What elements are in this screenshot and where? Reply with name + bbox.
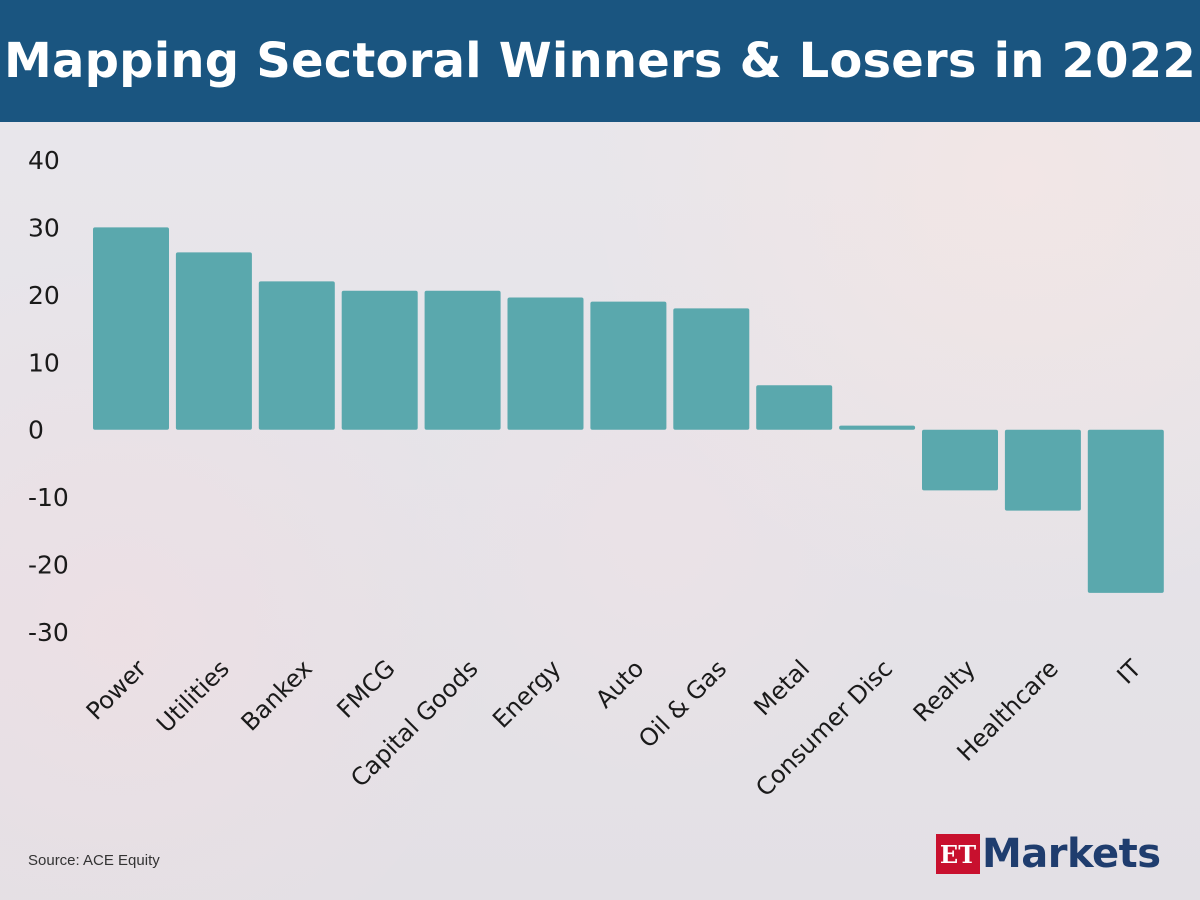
et-markets-logo: ET Markets: [936, 831, 1161, 877]
bar: [590, 301, 667, 430]
y-tick-label: -20: [28, 551, 69, 580]
y-tick-label: -10: [28, 483, 69, 512]
x-tick-label: Metal: [749, 654, 816, 721]
y-tick-label: 10: [28, 348, 60, 377]
y-tick-label: 30: [28, 213, 60, 242]
x-tick-label: Oil & Gas: [633, 654, 732, 753]
source-note: Source: ACE Equity: [28, 852, 160, 869]
x-tick-label: Utilities: [151, 654, 235, 738]
y-tick-label: 40: [28, 146, 60, 175]
bar: [93, 227, 169, 430]
y-tick-label: -30: [28, 618, 69, 647]
x-tick-label: Realty: [908, 654, 981, 727]
x-tick-label: Energy: [487, 654, 566, 733]
x-tick-label: Auto: [590, 654, 649, 713]
bar: [756, 385, 833, 430]
y-tick-label: 20: [28, 281, 60, 310]
bar: [341, 290, 418, 430]
bar: [839, 425, 916, 430]
x-tick-label: Power: [81, 654, 152, 725]
bar: [424, 290, 501, 430]
bar-chart: 40 30 20 10 0 -10 -20 -30 Power Utilities Bankex FM…: [28, 146, 1164, 802]
bar: [1087, 429, 1164, 593]
bar: [922, 429, 998, 491]
chart-title: Mapping Sectoral Winners & Losers in 202…: [4, 33, 1196, 89]
markets-wordmark: Markets: [982, 831, 1161, 877]
y-tick-label: 0: [28, 416, 44, 445]
et-logo-mark: ET: [936, 834, 980, 874]
bar: [673, 308, 750, 430]
x-tick-label: Bankex: [236, 654, 318, 736]
bar: [258, 281, 335, 430]
bar: [175, 252, 252, 430]
bar: [507, 297, 584, 430]
bar: [1004, 429, 1081, 511]
x-tick-label: FMCG: [331, 654, 400, 723]
header-banner: Mapping Sectoral Winners & Losers in 202…: [0, 0, 1200, 122]
x-tick-label: IT: [1112, 654, 1147, 689]
